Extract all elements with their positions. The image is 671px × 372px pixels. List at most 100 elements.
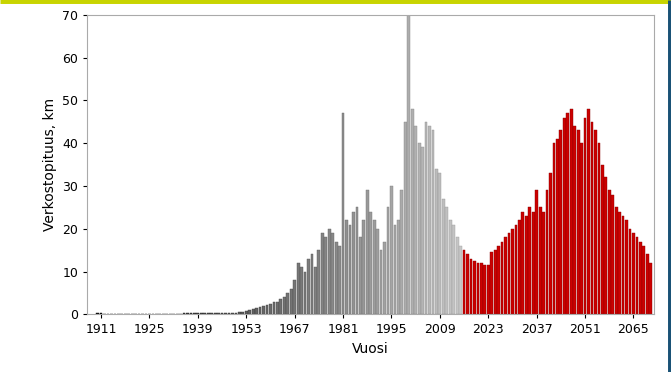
Bar (428, 126, 431, 314)
Bar (380, 250, 382, 314)
Bar (245, 311, 248, 314)
Bar (262, 306, 265, 314)
Bar (622, 216, 625, 314)
Bar (214, 313, 217, 314)
Bar (210, 313, 213, 314)
Bar (590, 122, 593, 314)
Bar (407, 15, 410, 314)
Bar (470, 259, 472, 314)
X-axis label: Vuosi: Vuosi (352, 342, 389, 356)
Bar (525, 216, 527, 314)
Bar (497, 246, 500, 314)
Bar (483, 265, 486, 314)
Bar (580, 143, 583, 314)
Bar (311, 254, 313, 314)
Bar (597, 143, 601, 314)
Bar (418, 143, 421, 314)
Bar (349, 224, 352, 314)
Bar (629, 229, 631, 314)
Bar (279, 299, 282, 314)
Y-axis label: Verkostopituus, km: Verkostopituus, km (43, 98, 56, 231)
Bar (528, 207, 531, 314)
Bar (248, 310, 251, 314)
Bar (317, 250, 320, 314)
Bar (431, 131, 434, 314)
Bar (297, 263, 299, 314)
Bar (290, 289, 293, 314)
Bar (342, 113, 344, 314)
Bar (642, 246, 646, 314)
Bar (459, 246, 462, 314)
Bar (255, 308, 258, 314)
Bar (618, 212, 621, 314)
Bar (435, 169, 437, 314)
Bar (532, 212, 535, 314)
Bar (566, 113, 569, 314)
Bar (518, 220, 521, 314)
Bar (491, 252, 493, 314)
Bar (615, 207, 617, 314)
Bar (487, 265, 490, 314)
Bar (369, 212, 372, 314)
Bar (535, 190, 538, 314)
Bar (442, 199, 445, 314)
Bar (587, 109, 590, 314)
Bar (324, 237, 327, 314)
Bar (639, 242, 641, 314)
Bar (480, 263, 482, 314)
Bar (504, 237, 507, 314)
Bar (508, 233, 511, 314)
Bar (650, 263, 652, 314)
Bar (266, 305, 268, 314)
Bar (601, 164, 604, 314)
Bar (411, 109, 413, 314)
Bar (259, 307, 262, 314)
Bar (328, 229, 331, 314)
Bar (414, 126, 417, 314)
Bar (594, 131, 597, 314)
Bar (446, 207, 448, 314)
Bar (425, 122, 427, 314)
Bar (501, 242, 503, 314)
Bar (539, 207, 541, 314)
Bar (632, 233, 635, 314)
Bar (608, 190, 611, 314)
Bar (272, 302, 275, 314)
Bar (584, 118, 586, 314)
Bar (376, 229, 379, 314)
Bar (511, 229, 514, 314)
Bar (401, 190, 403, 314)
Bar (238, 312, 241, 314)
Bar (646, 254, 649, 314)
Bar (635, 237, 638, 314)
Bar (563, 118, 566, 314)
Bar (452, 224, 455, 314)
Bar (293, 280, 296, 314)
Bar (252, 309, 254, 314)
Bar (521, 212, 524, 314)
Bar (560, 131, 562, 314)
Bar (556, 139, 559, 314)
Bar (466, 254, 469, 314)
Bar (463, 250, 466, 314)
Bar (304, 272, 307, 314)
Bar (231, 313, 234, 314)
Bar (605, 177, 607, 314)
Bar (356, 207, 358, 314)
Bar (269, 304, 272, 314)
Bar (224, 313, 227, 314)
Bar (300, 267, 303, 314)
Bar (542, 212, 545, 314)
Bar (335, 242, 338, 314)
Bar (331, 233, 334, 314)
Bar (287, 293, 289, 314)
Bar (96, 313, 99, 314)
Bar (352, 212, 355, 314)
Bar (221, 313, 223, 314)
Bar (394, 224, 397, 314)
Bar (573, 126, 576, 314)
Bar (553, 143, 556, 314)
Bar (234, 312, 238, 314)
Bar (217, 313, 220, 314)
Bar (577, 131, 580, 314)
